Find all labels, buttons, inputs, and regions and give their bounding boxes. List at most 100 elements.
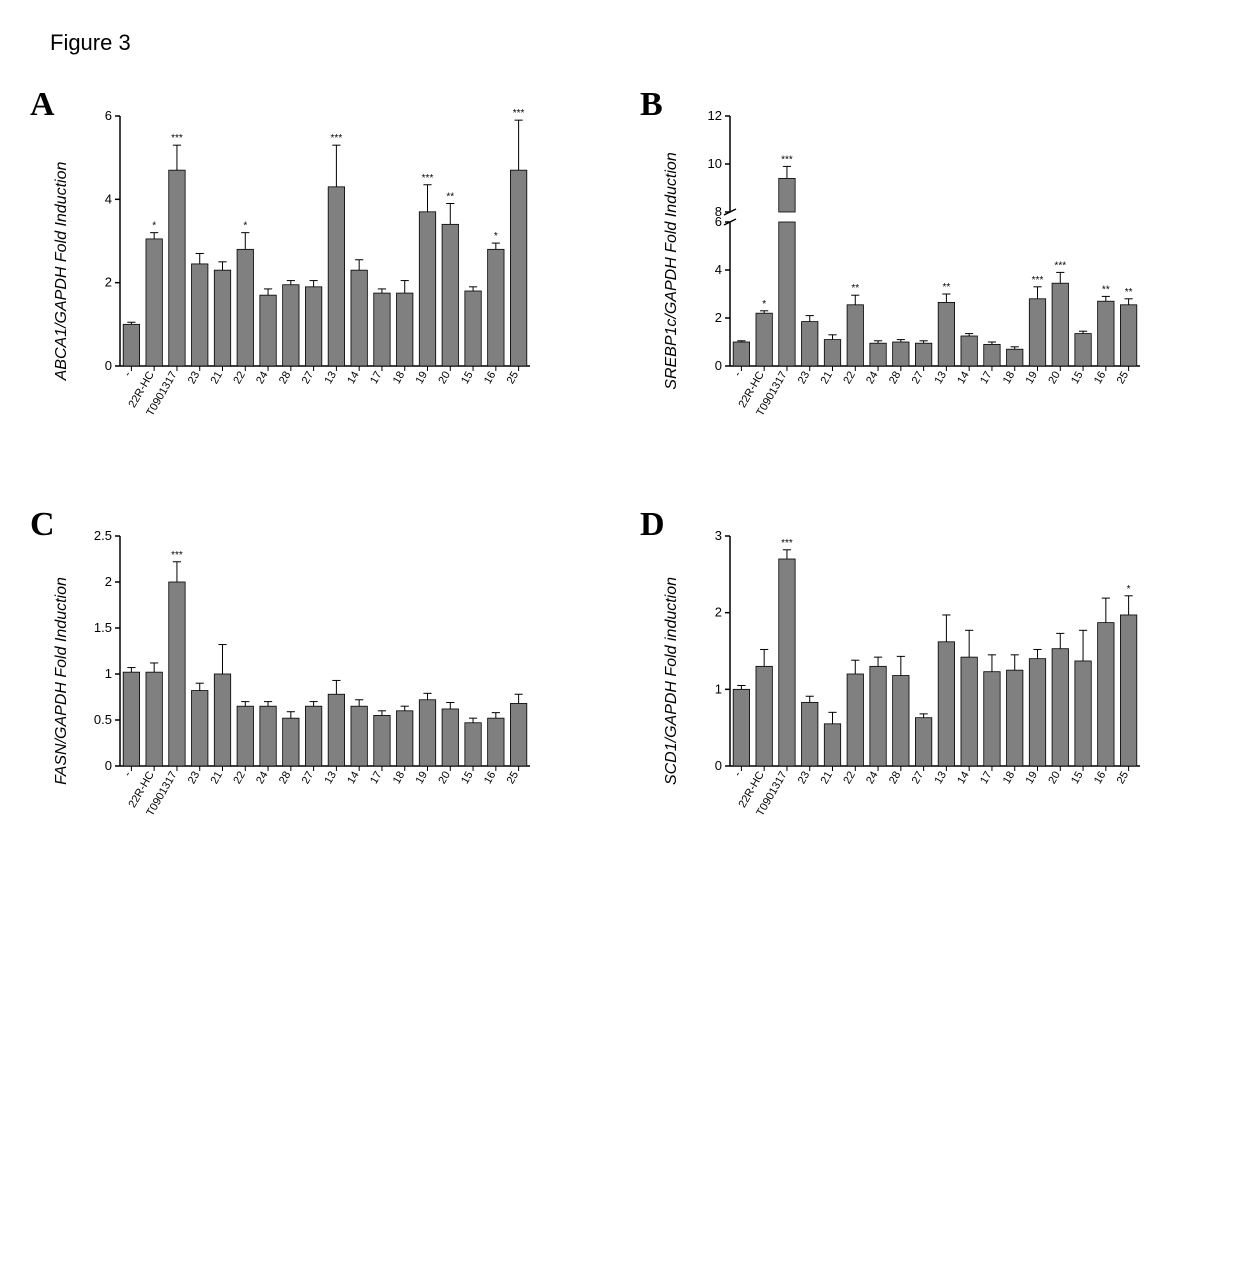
ylabel-A: ABCA1/GAPDH Fold Induction [53,162,71,381]
panel-D: D SCD1/GAPDH Fold induction 0123****-22R… [650,516,1200,846]
svg-text:23: 23 [796,370,813,387]
svg-text:0: 0 [715,358,722,373]
svg-text:14: 14 [345,370,362,387]
svg-text:13: 13 [932,770,949,787]
svg-text:1: 1 [715,681,722,696]
svg-text:22: 22 [231,770,248,787]
svg-text:18: 18 [391,770,408,787]
svg-text:20: 20 [436,770,453,787]
svg-text:15: 15 [1069,770,1086,787]
chart-C-holder: FASN/GAPDH Fold Induction 00.511.522.5**… [80,516,590,846]
svg-text:***: *** [781,154,793,165]
svg-text:***: *** [1032,275,1044,286]
ylabel-C: FASN/GAPDH Fold Induction [53,577,71,785]
svg-text:28: 28 [277,770,294,787]
svg-text:24: 24 [864,370,881,387]
svg-text:1.5: 1.5 [94,620,112,635]
svg-text:***: *** [422,173,434,184]
svg-text:*: * [243,221,247,232]
svg-text:25: 25 [505,370,522,387]
chart-A-holder: ABCA1/GAPDH Fold Induction 0246*********… [80,96,590,446]
svg-text:2: 2 [715,310,722,325]
panel-label-A: A [30,86,55,124]
svg-text:4: 4 [105,191,112,206]
svg-text:21: 21 [209,370,226,387]
svg-text:21: 21 [209,770,226,787]
svg-text:14: 14 [955,370,972,387]
chart-D-holder: SCD1/GAPDH Fold induction 0123****-22R-H… [690,516,1200,846]
svg-text:17: 17 [368,370,385,387]
panels-grid: A ABCA1/GAPDH Fold Induction 0246*******… [40,96,1200,846]
svg-text:***: *** [513,108,525,119]
panel-C: C FASN/GAPDH Fold Induction 00.511.522.5… [40,516,590,846]
svg-text:18: 18 [391,370,408,387]
svg-text:22: 22 [841,770,858,787]
svg-text:***: *** [331,133,343,144]
svg-text:***: *** [1054,260,1066,271]
svg-text:27: 27 [910,770,927,787]
panel-B: B SREBP1c/GAPDH Fold Induction 024681012… [650,96,1200,446]
svg-text:17: 17 [978,770,995,787]
svg-text:27: 27 [300,370,317,387]
svg-text:20: 20 [1046,770,1063,787]
svg-text:**: ** [1102,284,1110,295]
svg-text:28: 28 [887,370,904,387]
svg-text:17: 17 [368,770,385,787]
svg-text:2.5: 2.5 [94,528,112,543]
svg-text:*: * [762,299,766,310]
svg-text:18: 18 [1001,770,1018,787]
svg-text:-: - [732,769,744,778]
svg-text:***: *** [171,133,183,144]
svg-text:20: 20 [1046,370,1063,387]
svg-text:22: 22 [231,370,248,387]
svg-text:21: 21 [819,770,836,787]
chart-A: 0246*****************-22R-HCT09013172321… [80,96,540,446]
svg-text:**: ** [1125,287,1133,298]
chart-B-holder: SREBP1c/GAPDH Fold Induction 024681012**… [690,96,1200,446]
panel-label-C: C [30,506,55,544]
svg-text:2: 2 [105,574,112,589]
svg-text:15: 15 [1069,370,1086,387]
chart-C: 00.511.522.5***-22R-HCT09013172321222428… [80,516,540,846]
svg-text:20: 20 [436,370,453,387]
svg-text:2: 2 [105,275,112,290]
svg-text:24: 24 [254,770,271,787]
svg-text:16: 16 [1092,370,1109,387]
svg-text:-: - [732,369,744,378]
svg-text:21: 21 [819,370,836,387]
svg-text:0: 0 [105,758,112,773]
svg-text:13: 13 [932,370,949,387]
svg-text:19: 19 [1024,370,1041,387]
svg-text:1: 1 [105,666,112,681]
svg-text:25: 25 [1115,770,1132,787]
svg-text:28: 28 [277,370,294,387]
svg-text:23: 23 [186,370,203,387]
svg-text:24: 24 [864,770,881,787]
svg-text:**: ** [942,282,950,293]
svg-text:-: - [122,369,134,378]
svg-text:27: 27 [910,370,927,387]
svg-text:2: 2 [715,605,722,620]
svg-text:22: 22 [841,370,858,387]
svg-text:13: 13 [322,770,339,787]
svg-text:13: 13 [322,370,339,387]
svg-text:25: 25 [1115,370,1132,387]
svg-text:15: 15 [459,770,476,787]
svg-text:*: * [152,221,156,232]
svg-text:0: 0 [105,358,112,373]
panel-A: A ABCA1/GAPDH Fold Induction 0246*******… [40,96,590,446]
svg-text:28: 28 [887,770,904,787]
ylabel-D: SCD1/GAPDH Fold induction [663,577,681,785]
figure-title: Figure 3 [50,30,1200,56]
svg-text:16: 16 [482,370,499,387]
svg-text:25: 25 [505,770,522,787]
svg-text:15: 15 [459,370,476,387]
svg-text:***: *** [171,550,183,561]
svg-text:8: 8 [715,204,722,219]
svg-text:10: 10 [708,156,722,171]
svg-text:14: 14 [955,770,972,787]
svg-text:6: 6 [105,108,112,123]
svg-text:24: 24 [254,370,271,387]
svg-text:**: ** [851,283,859,294]
svg-text:17: 17 [978,370,995,387]
